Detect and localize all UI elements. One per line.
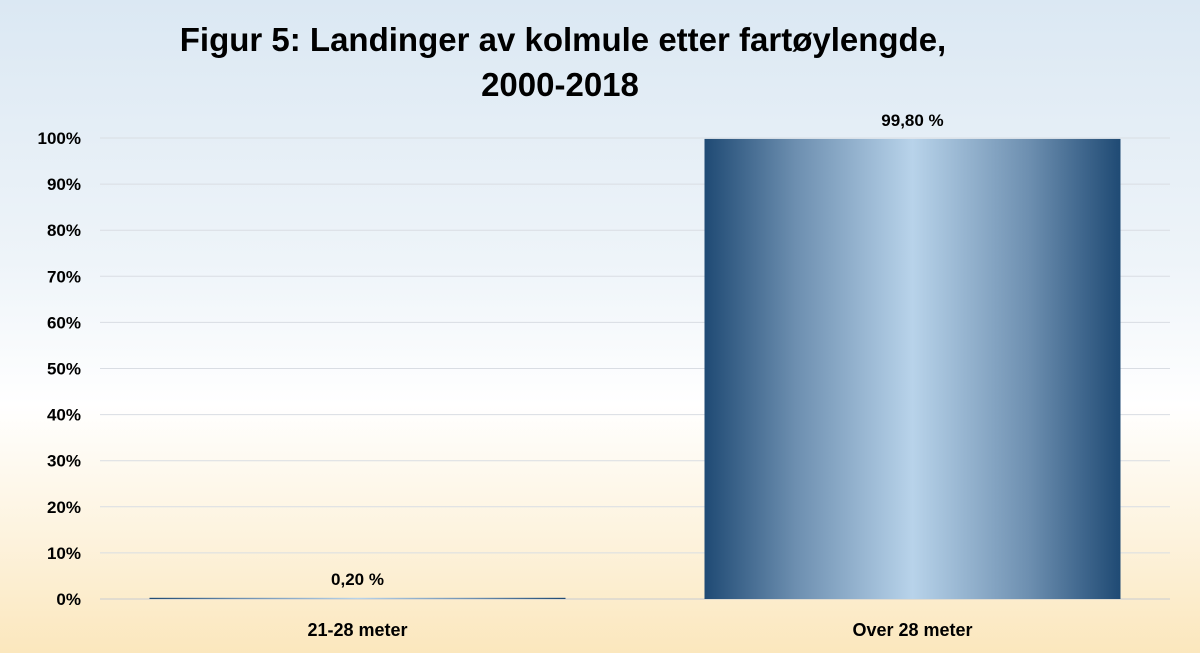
data-label: 99,80 % xyxy=(881,111,943,130)
y-tick-label: 100% xyxy=(38,129,81,148)
y-tick-label: 10% xyxy=(47,544,81,563)
y-tick-label: 20% xyxy=(47,498,81,517)
y-tick-label: 90% xyxy=(47,175,81,194)
bar xyxy=(704,138,1121,599)
y-tick-label: 40% xyxy=(47,406,81,425)
y-tick-label: 80% xyxy=(47,221,81,240)
x-category-label: 21-28 meter xyxy=(307,620,407,640)
chart-title-line-1: Figur 5: Landinger av kolmule etter fart… xyxy=(180,21,946,58)
y-tick-label: 50% xyxy=(47,360,81,379)
bar xyxy=(149,597,566,599)
data-label: 0,20 % xyxy=(331,570,384,589)
data-labels: 0,20 % 99,80 % xyxy=(331,111,944,589)
y-tick-label: 30% xyxy=(47,452,81,471)
y-tick-label: 70% xyxy=(47,267,81,286)
y-tick-label: 0% xyxy=(56,590,81,609)
chart-title-line-2: 2000-2018 xyxy=(481,66,639,103)
x-axis-category-labels: 21-28 meter Over 28 meter xyxy=(307,620,972,640)
bars xyxy=(149,138,1121,599)
y-tick-label: 60% xyxy=(47,313,81,332)
x-category-label: Over 28 meter xyxy=(852,620,972,640)
y-axis-tick-labels: 0% 10% 20% 30% 40% 50% 60% 70% 80% 90% 100% xyxy=(38,129,81,609)
